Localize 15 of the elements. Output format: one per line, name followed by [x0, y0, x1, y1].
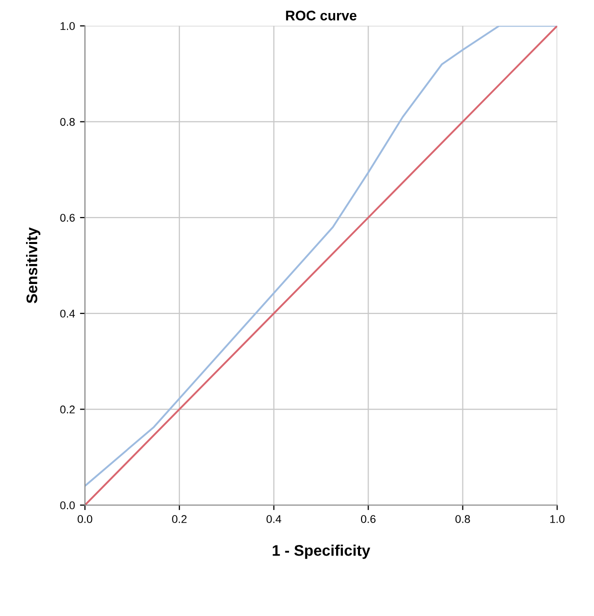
x-tick-label: 1.0 — [550, 515, 564, 524]
x-axis-title: 1 - Specificity — [272, 544, 370, 559]
x-tick-label: 0.6 — [360, 515, 376, 524]
chart-title: ROC curve — [286, 10, 356, 20]
y-tick-label: 0.2 — [60, 406, 75, 414]
x-tick-label: 0.8 — [455, 515, 470, 524]
x-tick-label: 0.2 — [172, 515, 187, 524]
y-tick-label: 0.8 — [60, 118, 75, 126]
y-tick-label: 0.6 — [60, 214, 75, 222]
x-tick-label: 0.4 — [266, 515, 282, 524]
y-tick-label: 0.4 — [60, 310, 75, 318]
x-tick-label: 0.0 — [78, 515, 92, 524]
y-axis-title: Sensitivity — [26, 227, 40, 304]
y-tick-label: 1.0 — [60, 22, 75, 30]
y-tick-label: 0.0 — [60, 501, 75, 510]
